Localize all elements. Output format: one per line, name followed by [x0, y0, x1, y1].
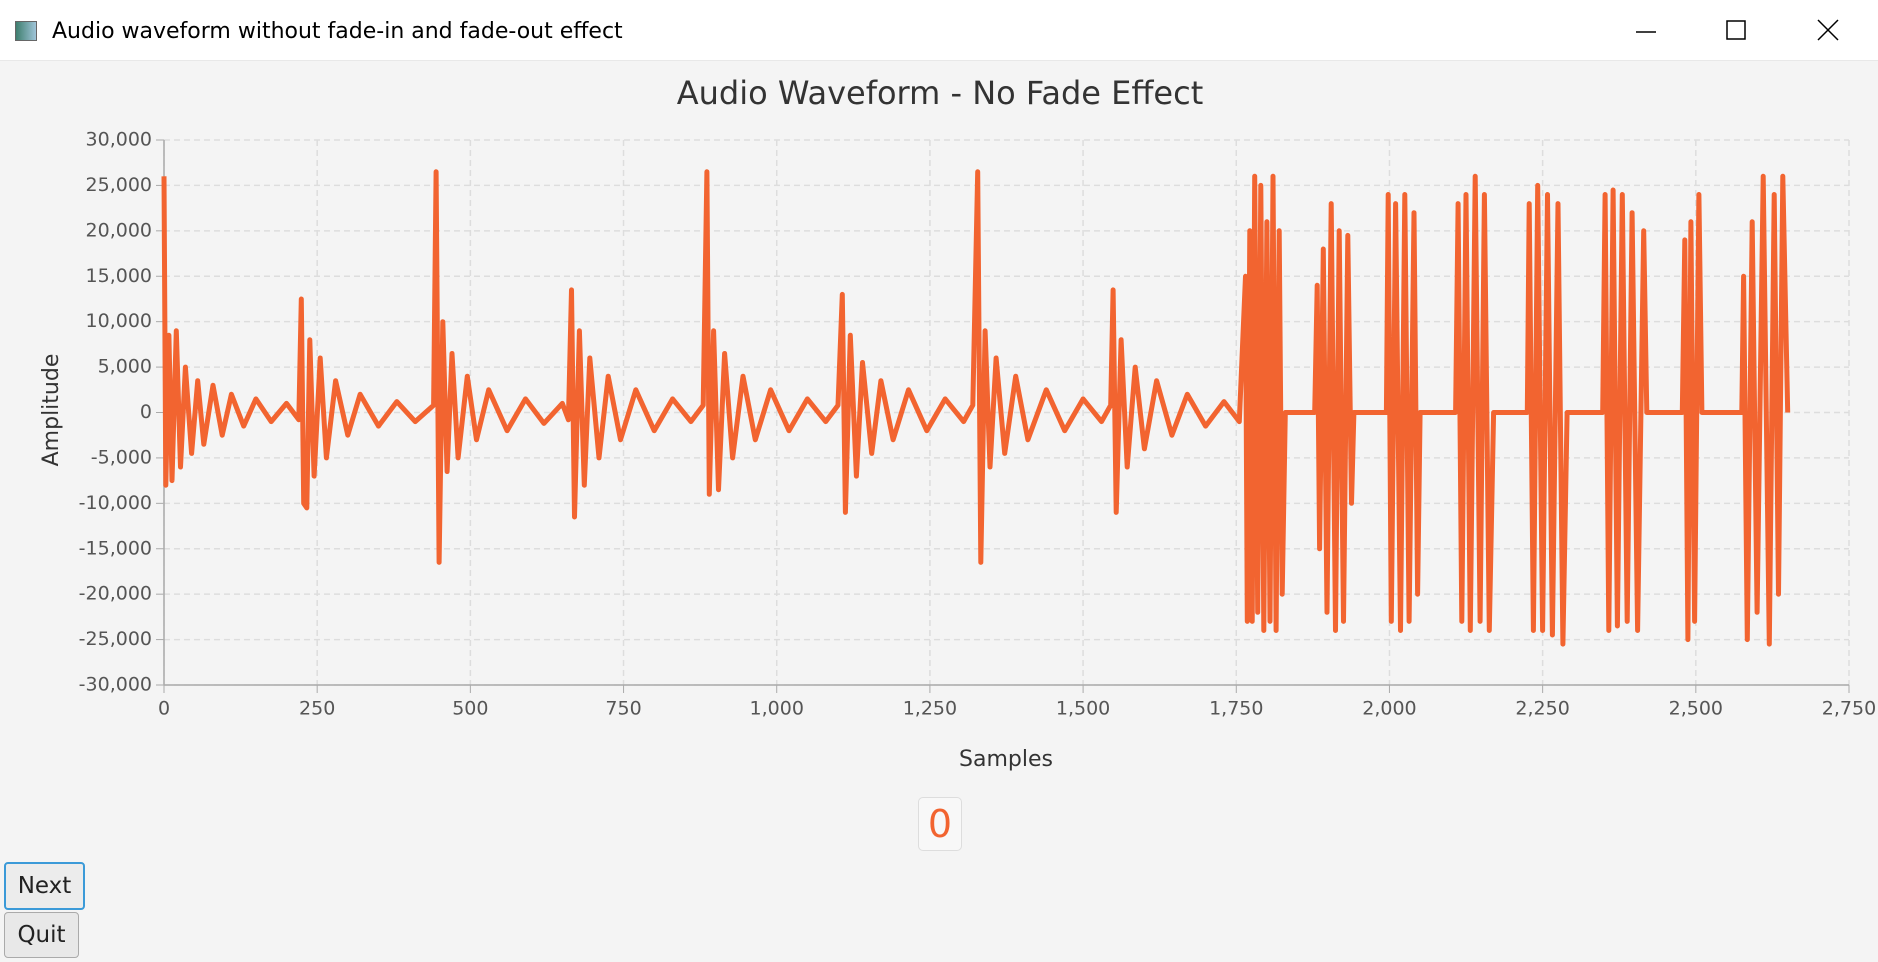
waveform-line	[161, 169, 1791, 647]
x-tick-label: 2,750	[1822, 698, 1876, 720]
chart: Audio Waveform - No Fade Effect Samples …	[39, 74, 1876, 772]
x-tick-label: 0	[158, 698, 170, 720]
x-tick-label: 500	[452, 698, 488, 720]
x-tick-label: 1,250	[903, 698, 957, 720]
y-tick-label: 10,000	[86, 310, 152, 332]
quit-button[interactable]: Quit	[4, 912, 79, 958]
x-tick-label: 1,500	[1056, 698, 1110, 720]
y-tick-label: 20,000	[86, 219, 152, 241]
close-button[interactable]	[1808, 12, 1848, 48]
y-axis-label: Amplitude	[39, 354, 64, 467]
x-tick-label: 750	[605, 698, 641, 720]
y-tick-label: 15,000	[86, 265, 152, 287]
y-tick-label: 30,000	[86, 129, 152, 151]
y-tick-label: -25,000	[79, 628, 152, 650]
chart-title: Audio Waveform - No Fade Effect	[677, 74, 1203, 112]
y-tick-label: 5,000	[98, 356, 152, 378]
minimize-button[interactable]	[1626, 12, 1666, 48]
y-tick-label: 25,000	[86, 174, 152, 196]
maximize-button[interactable]	[1716, 12, 1756, 48]
x-tick-label: 2,000	[1362, 698, 1416, 720]
x-tick-label: 2,500	[1669, 698, 1723, 720]
x-tick-label: 1,750	[1209, 698, 1263, 720]
counter-display: 0	[918, 797, 962, 851]
y-tick-label: -30,000	[79, 674, 152, 696]
next-button[interactable]: Next	[4, 862, 85, 910]
title-bar: Audio waveform without fade-in and fade-…	[0, 0, 1878, 61]
y-tick-label: 0	[140, 401, 152, 423]
y-tick-label: -10,000	[79, 492, 152, 514]
app-icon	[15, 21, 37, 41]
window-title: Audio waveform without fade-in and fade-…	[52, 19, 623, 44]
y-tick-label: -5,000	[91, 446, 152, 468]
y-tick-label: -15,000	[79, 537, 152, 559]
x-tick-label: 2,250	[1515, 698, 1569, 720]
x-tick-label: 1,000	[750, 698, 804, 720]
x-tick-label: 250	[299, 698, 335, 720]
x-axis-label: Samples	[959, 747, 1053, 772]
y-tick-label: -20,000	[79, 583, 152, 605]
